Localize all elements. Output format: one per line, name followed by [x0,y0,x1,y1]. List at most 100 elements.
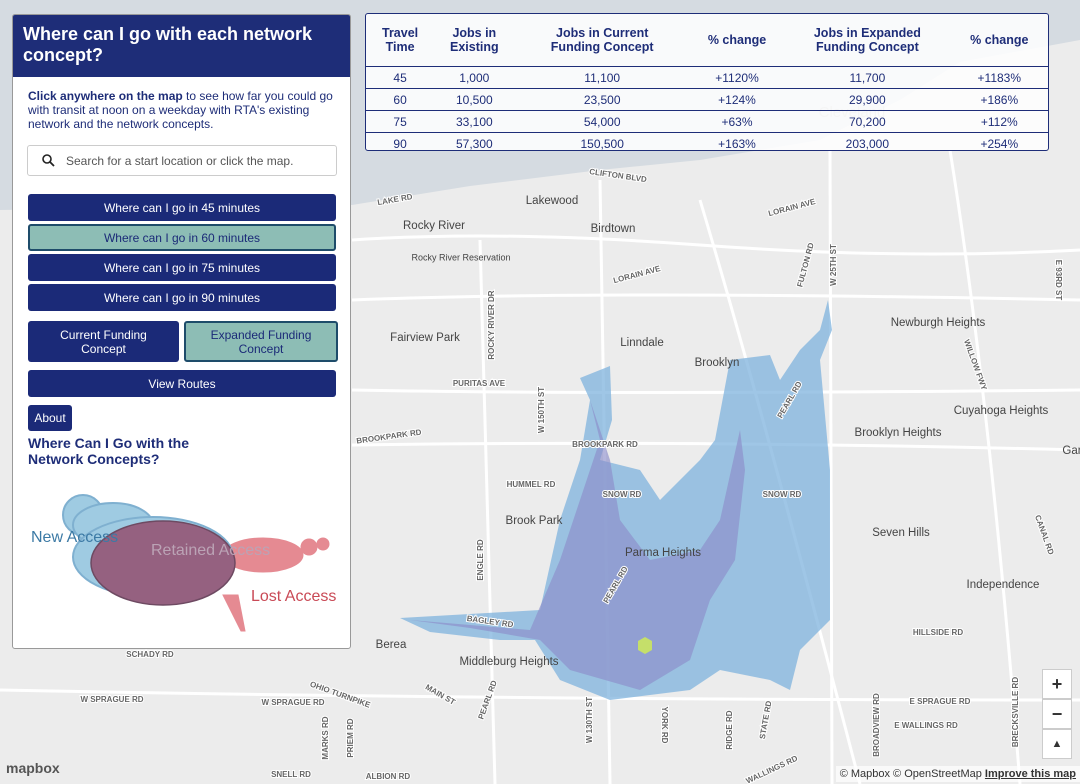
road-label: PEARL RD [476,679,498,721]
place-label: Newburgh Heights [891,317,986,329]
table-cell: +63% [689,110,785,133]
road-label: RIDGE RD [725,710,734,749]
table-header: Travel Time [366,14,435,67]
table-cell: +1120% [689,66,785,89]
zoom-out[interactable]: − [1042,699,1072,729]
place-label: Cuyahoga Heights [954,405,1049,417]
road [351,441,1080,452]
table-cell: 11,700 [784,66,951,89]
place-label: Berea [376,639,407,651]
place-label: Lakewood [526,195,578,207]
time-button[interactable]: Where can I go in 90 minutes [28,284,336,311]
table: Travel Time Jobs in Existing Jobs in Curre… [366,14,1048,154]
road-label: W SPRAGUE RD [80,695,143,704]
table-cell: 60 [366,88,435,111]
table-cell: 70,200 [784,110,951,133]
road-label: FULTON RD [795,242,816,288]
place-label: Birdtown [591,223,636,235]
table-header: Jobs in Current Funding Concept [514,14,690,67]
search-placeholder: Search for a start location or click the… [66,153,294,168]
road-label: HILLSIDE RD [913,628,963,637]
search-box[interactable]: Search for a start location or click the… [27,145,337,176]
table-cell: 75 [366,110,435,133]
table-cell: 57,300 [455,136,493,151]
road-label: W 130TH ST [585,697,594,743]
road-label: BRECKSVILLE RD [1011,677,1020,747]
place-label: Linndale [620,337,663,349]
table-cell: 29,900 [784,88,951,111]
concept-button[interactable]: Expanded Funding Concept [184,321,338,362]
time-button[interactable]: Where can I go in 45 minutes [28,194,336,221]
road-label: W 25TH ST [829,244,838,286]
jobs-table: Travel Time Jobs in Existing Jobs in Curre… [365,13,1049,151]
road-label: SNELL RD [271,770,311,779]
table-cell: 203,000 [845,136,890,151]
search-icon [42,153,55,167]
place-label: Gar [1062,445,1080,457]
road-label: MAIN ST [424,683,457,707]
table-cell: +254% [980,136,1019,151]
road-label: PURITAS AVE [453,379,506,388]
place-label: Brooklyn [695,357,740,369]
table-cell: 150,500 [580,136,624,151]
road-label: MARKS RD [321,716,330,759]
table-cell: +112% [950,110,1048,133]
place-label: Rocky River Reservation [411,252,510,262]
time-button[interactable]: Where can I go in 75 minutes [28,254,336,281]
road-label: YORK RD [660,707,669,744]
road-label: W 150TH ST [537,387,546,433]
road-label: WILLOW FWY [962,338,989,392]
table-cell: 33,100 [434,110,515,133]
new-access: New Access [31,529,118,546]
table-row: 75 33,100 54,000 +63% 70,200 +112% [366,110,1048,133]
table-cell: 54,000 [514,110,690,133]
routes-button[interactable]: View Routes [28,370,336,397]
start-point [638,637,652,654]
mapbox-logo: mapbox [6,760,60,776]
attribution: © Mapbox © OpenStreetMap Improve this ma… [835,766,1080,782]
time-button[interactable]: Where can I go in 60 minutes [28,224,336,251]
road [351,234,1080,256]
table-header: % change [950,14,1048,67]
retained-access: Retained Access [151,542,270,559]
table-cell: 1,000 [434,66,515,89]
table-cell: +186% [950,88,1048,111]
place-label: Middleburg Heights [459,656,558,668]
place-label: Rocky River [403,220,465,232]
road-label: E SPRAGUE RD [910,697,971,706]
side-panel: Where can I go with each network concept… [12,14,351,649]
road-label: W SPRAGUE RD [261,698,324,707]
table-header: % change [689,14,785,67]
road-label: HUMMEL RD [507,480,556,489]
place-label: Fairview Park [390,332,460,344]
place-label: Brooklyn Heights [855,427,942,439]
road-label: SCHADY RD [126,650,174,659]
attribution-text: © Mapbox © OpenStreetMap [839,768,982,780]
road-label: SNOW RD [603,490,642,499]
road-label: E 93RD ST [1054,260,1063,301]
road [351,293,1080,302]
road-label: SNOW RD [763,490,802,499]
about-button[interactable]: About [28,405,72,431]
panel-title: Where can I go with each network concept… [13,15,350,77]
road-label: PRIEM RD [346,718,355,757]
table-row: 60 10,500 23,500 +124% 29,900 +186% [366,88,1048,111]
road [0,688,1080,702]
improve-link[interactable]: Improve this map [984,768,1076,780]
compass[interactable]: ▲ [1042,729,1072,759]
table-cell: +124% [689,88,785,111]
road-label: BROADVIEW RD [872,693,881,757]
place-label: Parma Heights [625,547,701,559]
road-label: ENGLE RD [476,539,485,581]
road-label: E WALLINGS RD [894,721,958,730]
zoom-in[interactable]: + [1042,669,1072,699]
table-cell: 45 [366,66,435,89]
table-row: 45 1,000 11,100 +1120% 11,700 +1183% [366,66,1048,89]
table-cell: 23,500 [514,88,690,111]
road-label: CLIFTON BLVD [589,167,648,184]
place-label: Independence [967,579,1040,591]
table-cell: +163% [718,136,756,151]
concept-button[interactable]: Current Funding Concept [28,321,179,362]
intro: Click anywhere on the map to see how far… [28,89,336,131]
